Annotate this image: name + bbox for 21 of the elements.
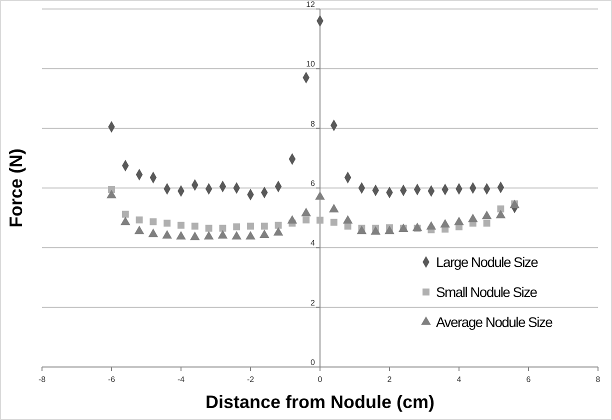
- y-tick-label: 0: [310, 358, 316, 367]
- y-tick-label: 6: [310, 179, 316, 188]
- x-tick-label: 6: [526, 375, 532, 384]
- y-axis-title: Force (N): [6, 148, 26, 228]
- x-tick-label: 4: [456, 375, 462, 384]
- x-axis-title: Distance from Nodule (cm): [205, 392, 435, 412]
- x-tick-label: 0: [318, 375, 323, 384]
- y-tick-label: 4: [310, 238, 316, 248]
- legend-label: Average Nodule Size: [436, 314, 554, 330]
- legend-label: Small Nodule Size: [436, 284, 538, 300]
- y-tick-label: 8: [310, 119, 316, 128]
- legend-label: Large Nodule Size: [436, 254, 539, 270]
- y-tick-label: 2: [310, 298, 316, 308]
- x-tick-label: -8: [38, 375, 46, 384]
- y-tick-label: 10: [306, 60, 316, 69]
- y-tick-label: 12: [306, 0, 316, 9]
- x-tick-label: -2: [246, 375, 255, 384]
- x-tick-label: 8: [596, 375, 601, 384]
- x-tick-label: -6: [108, 375, 116, 384]
- x-tick-label: 2: [387, 375, 392, 384]
- x-tick-label: -4: [177, 375, 186, 384]
